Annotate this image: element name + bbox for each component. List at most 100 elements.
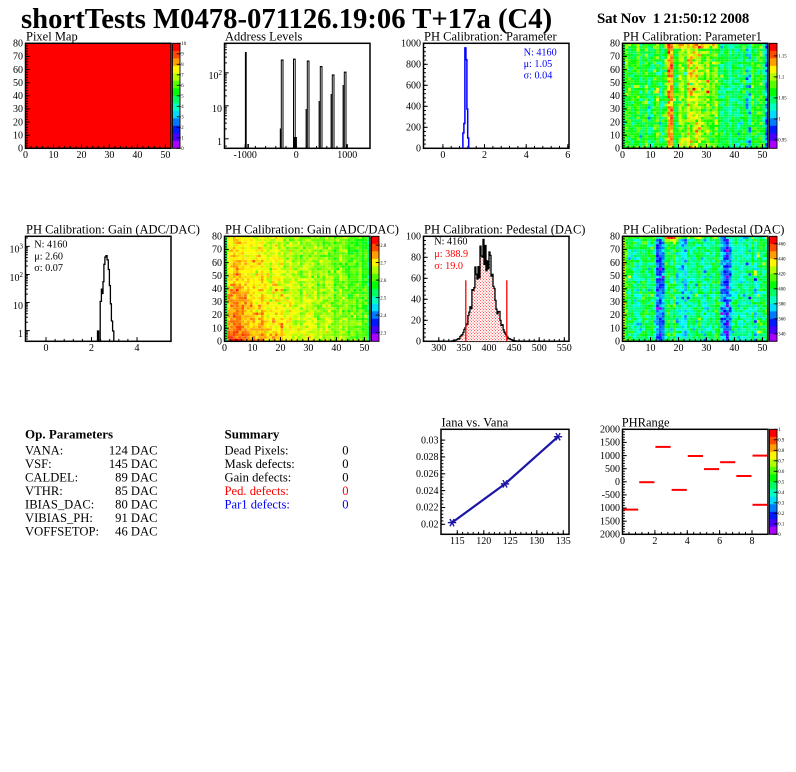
svg-text:Par1 defects:: Par1 defects: bbox=[225, 497, 290, 511]
svg-text:7: 7 bbox=[181, 74, 184, 79]
svg-text:0.3: 0.3 bbox=[778, 502, 785, 507]
svg-text:60: 60 bbox=[13, 65, 23, 76]
svg-text:1.15: 1.15 bbox=[778, 55, 787, 60]
svg-text:6: 6 bbox=[717, 536, 722, 547]
svg-text:10: 10 bbox=[13, 301, 23, 312]
svg-text:2.7: 2.7 bbox=[380, 261, 387, 266]
svg-text:0: 0 bbox=[294, 150, 299, 161]
svg-text:2.6: 2.6 bbox=[380, 279, 387, 284]
svg-text:40: 40 bbox=[729, 150, 739, 161]
svg-text:0: 0 bbox=[440, 150, 445, 161]
svg-text:-500: -500 bbox=[602, 490, 620, 501]
svg-text:30: 30 bbox=[13, 104, 23, 115]
svg-text:0: 0 bbox=[18, 144, 23, 155]
svg-text:80: 80 bbox=[13, 39, 23, 50]
svg-text:1: 1 bbox=[217, 137, 222, 148]
svg-text:shortTests M0478-071126.19:06: shortTests M0478-071126.19:06 T+17a (C4) bbox=[21, 3, 552, 35]
svg-text:124 DAC: 124 DAC bbox=[109, 443, 158, 457]
svg-text:20: 20 bbox=[411, 316, 421, 327]
svg-text:89 DAC: 89 DAC bbox=[115, 470, 157, 484]
svg-text:50: 50 bbox=[757, 150, 767, 161]
svg-text:0: 0 bbox=[23, 150, 28, 161]
svg-text:70: 70 bbox=[610, 245, 620, 256]
svg-text:8: 8 bbox=[181, 63, 184, 68]
svg-text:80: 80 bbox=[411, 253, 421, 264]
svg-text:115: 115 bbox=[450, 536, 465, 547]
svg-text:40: 40 bbox=[610, 91, 620, 102]
svg-text:0: 0 bbox=[620, 150, 625, 161]
svg-text:0: 0 bbox=[416, 144, 421, 155]
svg-text:Gain defects:: Gain defects: bbox=[225, 470, 292, 484]
svg-text:1: 1 bbox=[181, 137, 184, 142]
svg-text:50: 50 bbox=[13, 78, 23, 89]
svg-text:20: 20 bbox=[276, 343, 286, 354]
svg-text:2: 2 bbox=[652, 536, 657, 547]
svg-text:Pixel Map: Pixel Map bbox=[26, 29, 78, 43]
svg-text:85 DAC: 85 DAC bbox=[115, 484, 157, 498]
svg-text:40: 40 bbox=[13, 91, 23, 102]
svg-text:2: 2 bbox=[181, 126, 184, 131]
svg-text:Summary: Summary bbox=[225, 427, 280, 442]
svg-text:130: 130 bbox=[529, 536, 544, 547]
svg-text:Sat Nov 1 21:50:12 2008: Sat Nov 1 21:50:12 2008 bbox=[597, 11, 749, 27]
svg-text:50: 50 bbox=[160, 150, 170, 161]
svg-text:0.028: 0.028 bbox=[416, 452, 439, 463]
svg-text:1: 1 bbox=[18, 329, 23, 340]
svg-text:380: 380 bbox=[778, 303, 786, 308]
svg-text:PH Calibration: Gain (ADC/DAC): PH Calibration: Gain (ADC/DAC) bbox=[225, 222, 399, 236]
svg-text:30: 30 bbox=[303, 343, 313, 354]
svg-text:550: 550 bbox=[557, 343, 572, 354]
svg-text:20: 20 bbox=[13, 117, 23, 128]
svg-text:10: 10 bbox=[248, 343, 258, 354]
svg-text:VTHR:: VTHR: bbox=[25, 484, 63, 498]
svg-text:0.1: 0.1 bbox=[778, 523, 785, 528]
svg-text:N: 4160: N: 4160 bbox=[434, 237, 467, 248]
svg-text:σ: 19.0: σ: 19.0 bbox=[434, 261, 463, 272]
svg-text:3: 3 bbox=[181, 116, 184, 121]
svg-text:360: 360 bbox=[778, 318, 786, 323]
svg-text:46 DAC: 46 DAC bbox=[115, 524, 157, 538]
svg-text:μ: 2.60: μ: 2.60 bbox=[34, 251, 63, 262]
svg-text:0: 0 bbox=[342, 497, 348, 511]
svg-text:0: 0 bbox=[416, 337, 421, 348]
svg-text:Iana vs. Vana: Iana vs. Vana bbox=[442, 415, 509, 429]
svg-text:30: 30 bbox=[701, 343, 711, 354]
svg-text:70: 70 bbox=[13, 52, 23, 63]
svg-text:10: 10 bbox=[181, 42, 186, 47]
svg-text:0.2: 0.2 bbox=[778, 512, 785, 517]
svg-text:80: 80 bbox=[610, 232, 620, 243]
svg-text:120: 120 bbox=[476, 536, 491, 547]
svg-text:20: 20 bbox=[674, 150, 684, 161]
svg-text:10: 10 bbox=[610, 130, 620, 141]
svg-text:0: 0 bbox=[615, 337, 620, 348]
svg-text:VANA:: VANA: bbox=[25, 443, 63, 457]
svg-text:500: 500 bbox=[605, 464, 620, 475]
svg-text:μ: 1.05: μ: 1.05 bbox=[524, 59, 553, 70]
svg-text:PH Calibration: Pedestal (DAC): PH Calibration: Pedestal (DAC) bbox=[424, 222, 585, 236]
svg-text:0.8: 0.8 bbox=[778, 449, 785, 454]
svg-text:0.9: 0.9 bbox=[778, 439, 785, 444]
svg-text:0.022: 0.022 bbox=[416, 503, 439, 514]
svg-text:PHRange: PHRange bbox=[622, 415, 670, 429]
svg-text:0: 0 bbox=[615, 144, 620, 155]
svg-text:100: 100 bbox=[406, 232, 421, 243]
svg-text:350: 350 bbox=[456, 343, 471, 354]
svg-text:40: 40 bbox=[132, 150, 142, 161]
svg-text:6: 6 bbox=[565, 150, 570, 161]
svg-text:50: 50 bbox=[359, 343, 369, 354]
svg-text:80 DAC: 80 DAC bbox=[115, 497, 157, 511]
svg-text:400: 400 bbox=[406, 102, 421, 113]
svg-text:340: 340 bbox=[778, 333, 786, 338]
svg-text:30: 30 bbox=[610, 104, 620, 115]
svg-text:460: 460 bbox=[778, 243, 786, 248]
svg-text:1.05: 1.05 bbox=[778, 97, 787, 102]
svg-text:200: 200 bbox=[406, 123, 421, 134]
svg-text:60: 60 bbox=[610, 65, 620, 76]
svg-text:0.026: 0.026 bbox=[416, 469, 439, 480]
svg-text:2: 2 bbox=[89, 343, 94, 354]
svg-text:40: 40 bbox=[411, 295, 421, 306]
svg-text:0: 0 bbox=[44, 343, 49, 354]
svg-text:1500: 1500 bbox=[600, 516, 620, 527]
svg-text:10: 10 bbox=[49, 150, 59, 161]
svg-text:N: 4160: N: 4160 bbox=[34, 240, 67, 251]
